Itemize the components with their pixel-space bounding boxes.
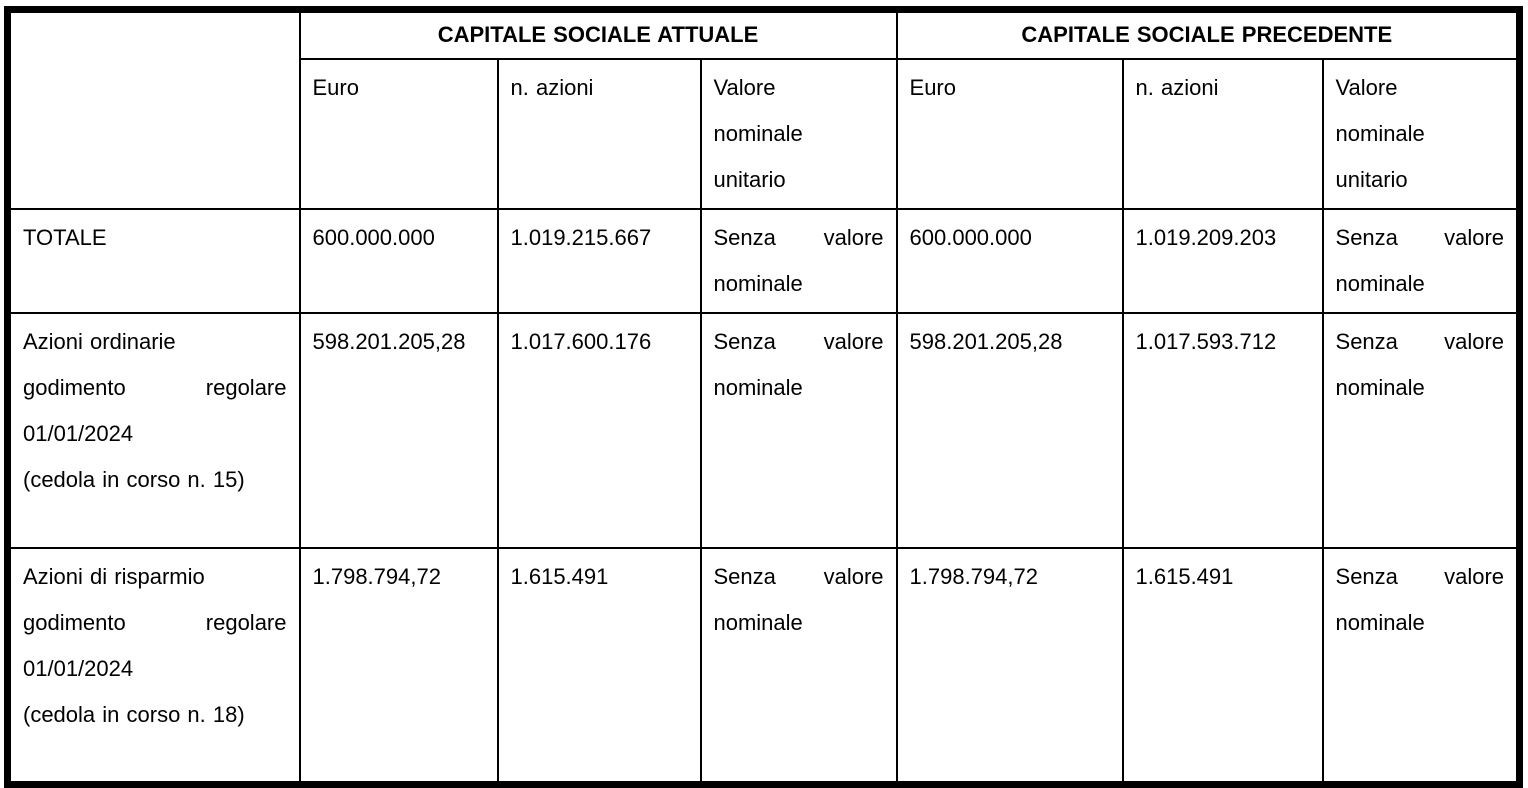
subheader-valore-nominale-precedente: Valore nominale unitario (1321, 57, 1521, 210)
cell-ordinarie-precedente-n-azioni: 1.017.593.712 (1121, 311, 1324, 549)
cell-risparmio-precedente-euro: 1.798.794,72 (895, 546, 1124, 786)
senza-valore-nominale-text: Senza valore nominale (1335, 328, 1505, 400)
cell-risparmio-attuale-n-azioni: 1.615.491 (496, 546, 702, 786)
row-label-line: TOTALE (23, 224, 107, 250)
row-label-line: Azioni ordinarie (23, 328, 176, 354)
row-label-azioni-di-risparmio: Azioni di risparmio godimento regolare 0… (6, 546, 301, 786)
cell-ordinarie-precedente-euro: 598.201.205,28 (895, 311, 1124, 549)
cell-ordinarie-attuale-euro: 598.201.205,28 (298, 311, 499, 549)
row-label-line: godimento regolare 01/01/2024 (23, 374, 287, 446)
group-header-row: CAPITALE SOCIALE ATTUALE CAPITALE SOCIAL… (6, 8, 1521, 210)
cell-ordinarie-attuale-valore-nominale: Senza valore nominale (699, 311, 898, 549)
cell-totale-attuale-euro: 600.000.000 (298, 207, 499, 314)
cell-totale-precedente-euro: 600.000.000 (895, 207, 1124, 314)
row-label-azioni-ordinarie: Azioni ordinarie godimento regolare 01/0… (6, 311, 301, 549)
row-label-line: (cedola in corso n. 18) (23, 701, 245, 727)
share-capital-table: CAPITALE SOCIALE ATTUALE CAPITALE SOCIAL… (4, 6, 1524, 788)
cell-risparmio-attuale-valore-nominale: Senza valore nominale (699, 546, 898, 786)
subheader-n-azioni-attuale: n. azioni (496, 57, 702, 210)
senza-valore-nominale-text: Senza valore nominale (713, 224, 884, 296)
cell-risparmio-precedente-valore-nominale: Senza valore nominale (1321, 546, 1521, 786)
cell-totale-attuale-valore-nominale: Senza valore nominale (699, 207, 898, 314)
subheader-valore-nominale-precedente-text: Valore nominale unitario (1335, 74, 1425, 192)
subheader-euro-attuale: Euro (298, 57, 499, 210)
row-label-line: Azioni di risparmio (23, 563, 205, 589)
row-label-line: godimento regolare 01/01/2024 (23, 609, 287, 681)
row-label-totale: TOTALE (6, 207, 301, 314)
subheader-row: Euro n. azioni Valore nominale unitario … (8, 57, 1521, 210)
cell-risparmio-precedente-n-azioni: 1.615.491 (1121, 546, 1324, 786)
cell-ordinarie-attuale-n-azioni: 1.017.600.176 (496, 311, 702, 549)
cell-ordinarie-precedente-valore-nominale: Senza valore nominale (1321, 311, 1521, 549)
row-label-line: (cedola in corso n. 15) (23, 466, 245, 492)
table-row-totale: TOTALE 600.000.000 1.019.215.667 Senza v… (6, 207, 1521, 314)
senza-valore-nominale-text: Senza valore nominale (1335, 563, 1505, 635)
subheader-valore-nominale-attuale: Valore nominale unitario (699, 57, 898, 210)
cell-totale-precedente-valore-nominale: Senza valore nominale (1321, 207, 1521, 314)
table-row-azioni-di-risparmio: Azioni di risparmio godimento regolare 0… (6, 546, 1521, 786)
cell-totale-precedente-n-azioni: 1.019.209.203 (1121, 207, 1324, 314)
subheader-euro-precedente: Euro (895, 57, 1124, 210)
subheader-valore-nominale-attuale-text: Valore nominale unitario (713, 74, 803, 192)
corner-cell (6, 8, 301, 210)
subheader-n-azioni-precedente: n. azioni (1121, 57, 1324, 210)
table-row-azioni-ordinarie: Azioni ordinarie godimento regolare 01/0… (6, 311, 1521, 549)
senza-valore-nominale-text: Senza valore nominale (1335, 224, 1505, 296)
cell-totale-attuale-n-azioni: 1.019.215.667 (496, 207, 702, 314)
cell-risparmio-attuale-euro: 1.798.794,72 (298, 546, 499, 786)
senza-valore-nominale-text: Senza valore nominale (713, 563, 884, 635)
group-header-capitale-precedente: CAPITALE SOCIALE PRECEDENTE (895, 8, 1521, 60)
group-header-capitale-attuale: CAPITALE SOCIALE ATTUALE (298, 8, 898, 60)
senza-valore-nominale-text: Senza valore nominale (713, 328, 884, 400)
